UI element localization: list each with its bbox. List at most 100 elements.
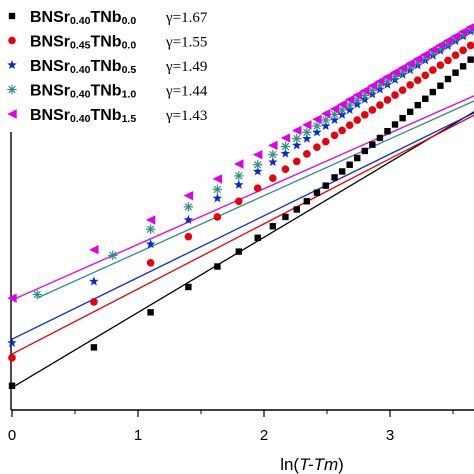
data-point: [451, 51, 460, 59]
data-point: [367, 81, 378, 91]
data-point: [420, 49, 430, 60]
data-point: [459, 63, 467, 70]
legend-gamma-label: γ=1.67: [165, 10, 208, 26]
data-point: [145, 239, 156, 249]
data-point: [376, 134, 384, 142]
data-point: [405, 58, 415, 69]
data-point: [184, 232, 193, 241]
data-point: [406, 81, 414, 89]
data-point: [7, 293, 17, 303]
fit-line: [11, 112, 474, 340]
data-point: [252, 166, 263, 176]
data-point: [450, 31, 461, 41]
legend-label: BNSr0.40TNb0.0: [30, 9, 136, 27]
data-point: [8, 36, 16, 45]
data-point: [183, 214, 194, 224]
data-point: [429, 88, 437, 96]
data-point: [293, 206, 300, 213]
legend-item: BNSr0.40TNb1.5 γ=1.43: [7, 107, 207, 125]
legend-gamma-label: γ=1.55: [165, 35, 207, 51]
data-point: [280, 148, 291, 158]
data-point: [292, 133, 302, 144]
data-point: [466, 41, 474, 50]
data-point: [459, 46, 467, 55]
data-point: [406, 108, 414, 116]
data-point: [302, 133, 312, 143]
data-point: [234, 179, 244, 189]
x-tick-label: 2: [260, 427, 268, 444]
series-points: [7, 23, 474, 303]
data-point: [383, 96, 392, 104]
data-point: [281, 165, 290, 174]
data-point: [7, 84, 17, 95]
data-point: [235, 197, 243, 206]
data-point: [269, 223, 277, 230]
data-point: [312, 121, 322, 131]
legend-gamma-label: γ=1.44: [165, 84, 208, 100]
fit-lines: [11, 95, 474, 389]
data-point: [414, 101, 421, 109]
data-point: [413, 54, 423, 64]
data-point: [89, 276, 99, 286]
data-point: [145, 215, 156, 225]
data-point: [234, 159, 244, 169]
fit-line: [11, 95, 474, 301]
data-point: [321, 137, 330, 146]
data-point: [7, 60, 17, 70]
data-point: [321, 115, 331, 125]
data-point: [292, 140, 302, 150]
data-point: [303, 198, 311, 205]
data-point: [212, 174, 223, 184]
data-point: [280, 133, 291, 143]
legend-item: BNSr0.40TNb1.0 γ=1.44: [7, 83, 208, 101]
fit-line: [11, 114, 474, 355]
data-point: [338, 168, 346, 175]
data-point: [313, 143, 321, 152]
data-point: [8, 12, 16, 20]
data-point: [436, 61, 445, 70]
data-point: [253, 149, 263, 160]
data-point: [146, 258, 155, 267]
data-point: [344, 94, 355, 105]
data-point: [346, 161, 353, 168]
legend-item: BNSr0.40TNb0.5 γ=1.49: [7, 58, 207, 76]
data-point: [437, 82, 444, 89]
data-point: [212, 184, 223, 195]
data-point: [90, 344, 98, 351]
data-point: [254, 234, 261, 241]
data-point: [413, 76, 422, 84]
data-point: [320, 120, 331, 131]
data-point: [444, 75, 452, 83]
data-point: [390, 67, 400, 78]
data-point: [183, 190, 194, 201]
data-point: [330, 131, 339, 140]
data-point: [391, 91, 399, 99]
data-point: [338, 126, 346, 135]
data-point: [89, 245, 99, 255]
data-point: [253, 184, 262, 193]
data-point: [234, 171, 244, 181]
legend-item: BNSr0.45TNb0.0 γ=1.55: [8, 34, 207, 52]
data-point: [375, 76, 385, 86]
legend-label: BNSr0.40TNb1.5: [30, 107, 136, 125]
data-point: [429, 66, 437, 74]
data-point: [458, 26, 468, 37]
data-point: [268, 140, 278, 151]
data-point: [280, 141, 291, 152]
data-point: [235, 248, 242, 255]
data-point: [329, 104, 340, 114]
data-point: [345, 121, 354, 130]
data-point: [8, 382, 16, 389]
legend-item: BNSr0.40TNb0.0 γ=1.67: [8, 9, 208, 27]
x-tick-label: 3: [386, 427, 394, 444]
data-point: [302, 120, 312, 130]
data-point: [329, 115, 340, 125]
data-point: [312, 114, 322, 124]
data-point: [8, 354, 16, 362]
legend-label: BNSr0.40TNb0.5: [30, 58, 136, 76]
data-point: [399, 114, 406, 122]
data-point: [361, 147, 368, 155]
data-point: [282, 213, 289, 221]
